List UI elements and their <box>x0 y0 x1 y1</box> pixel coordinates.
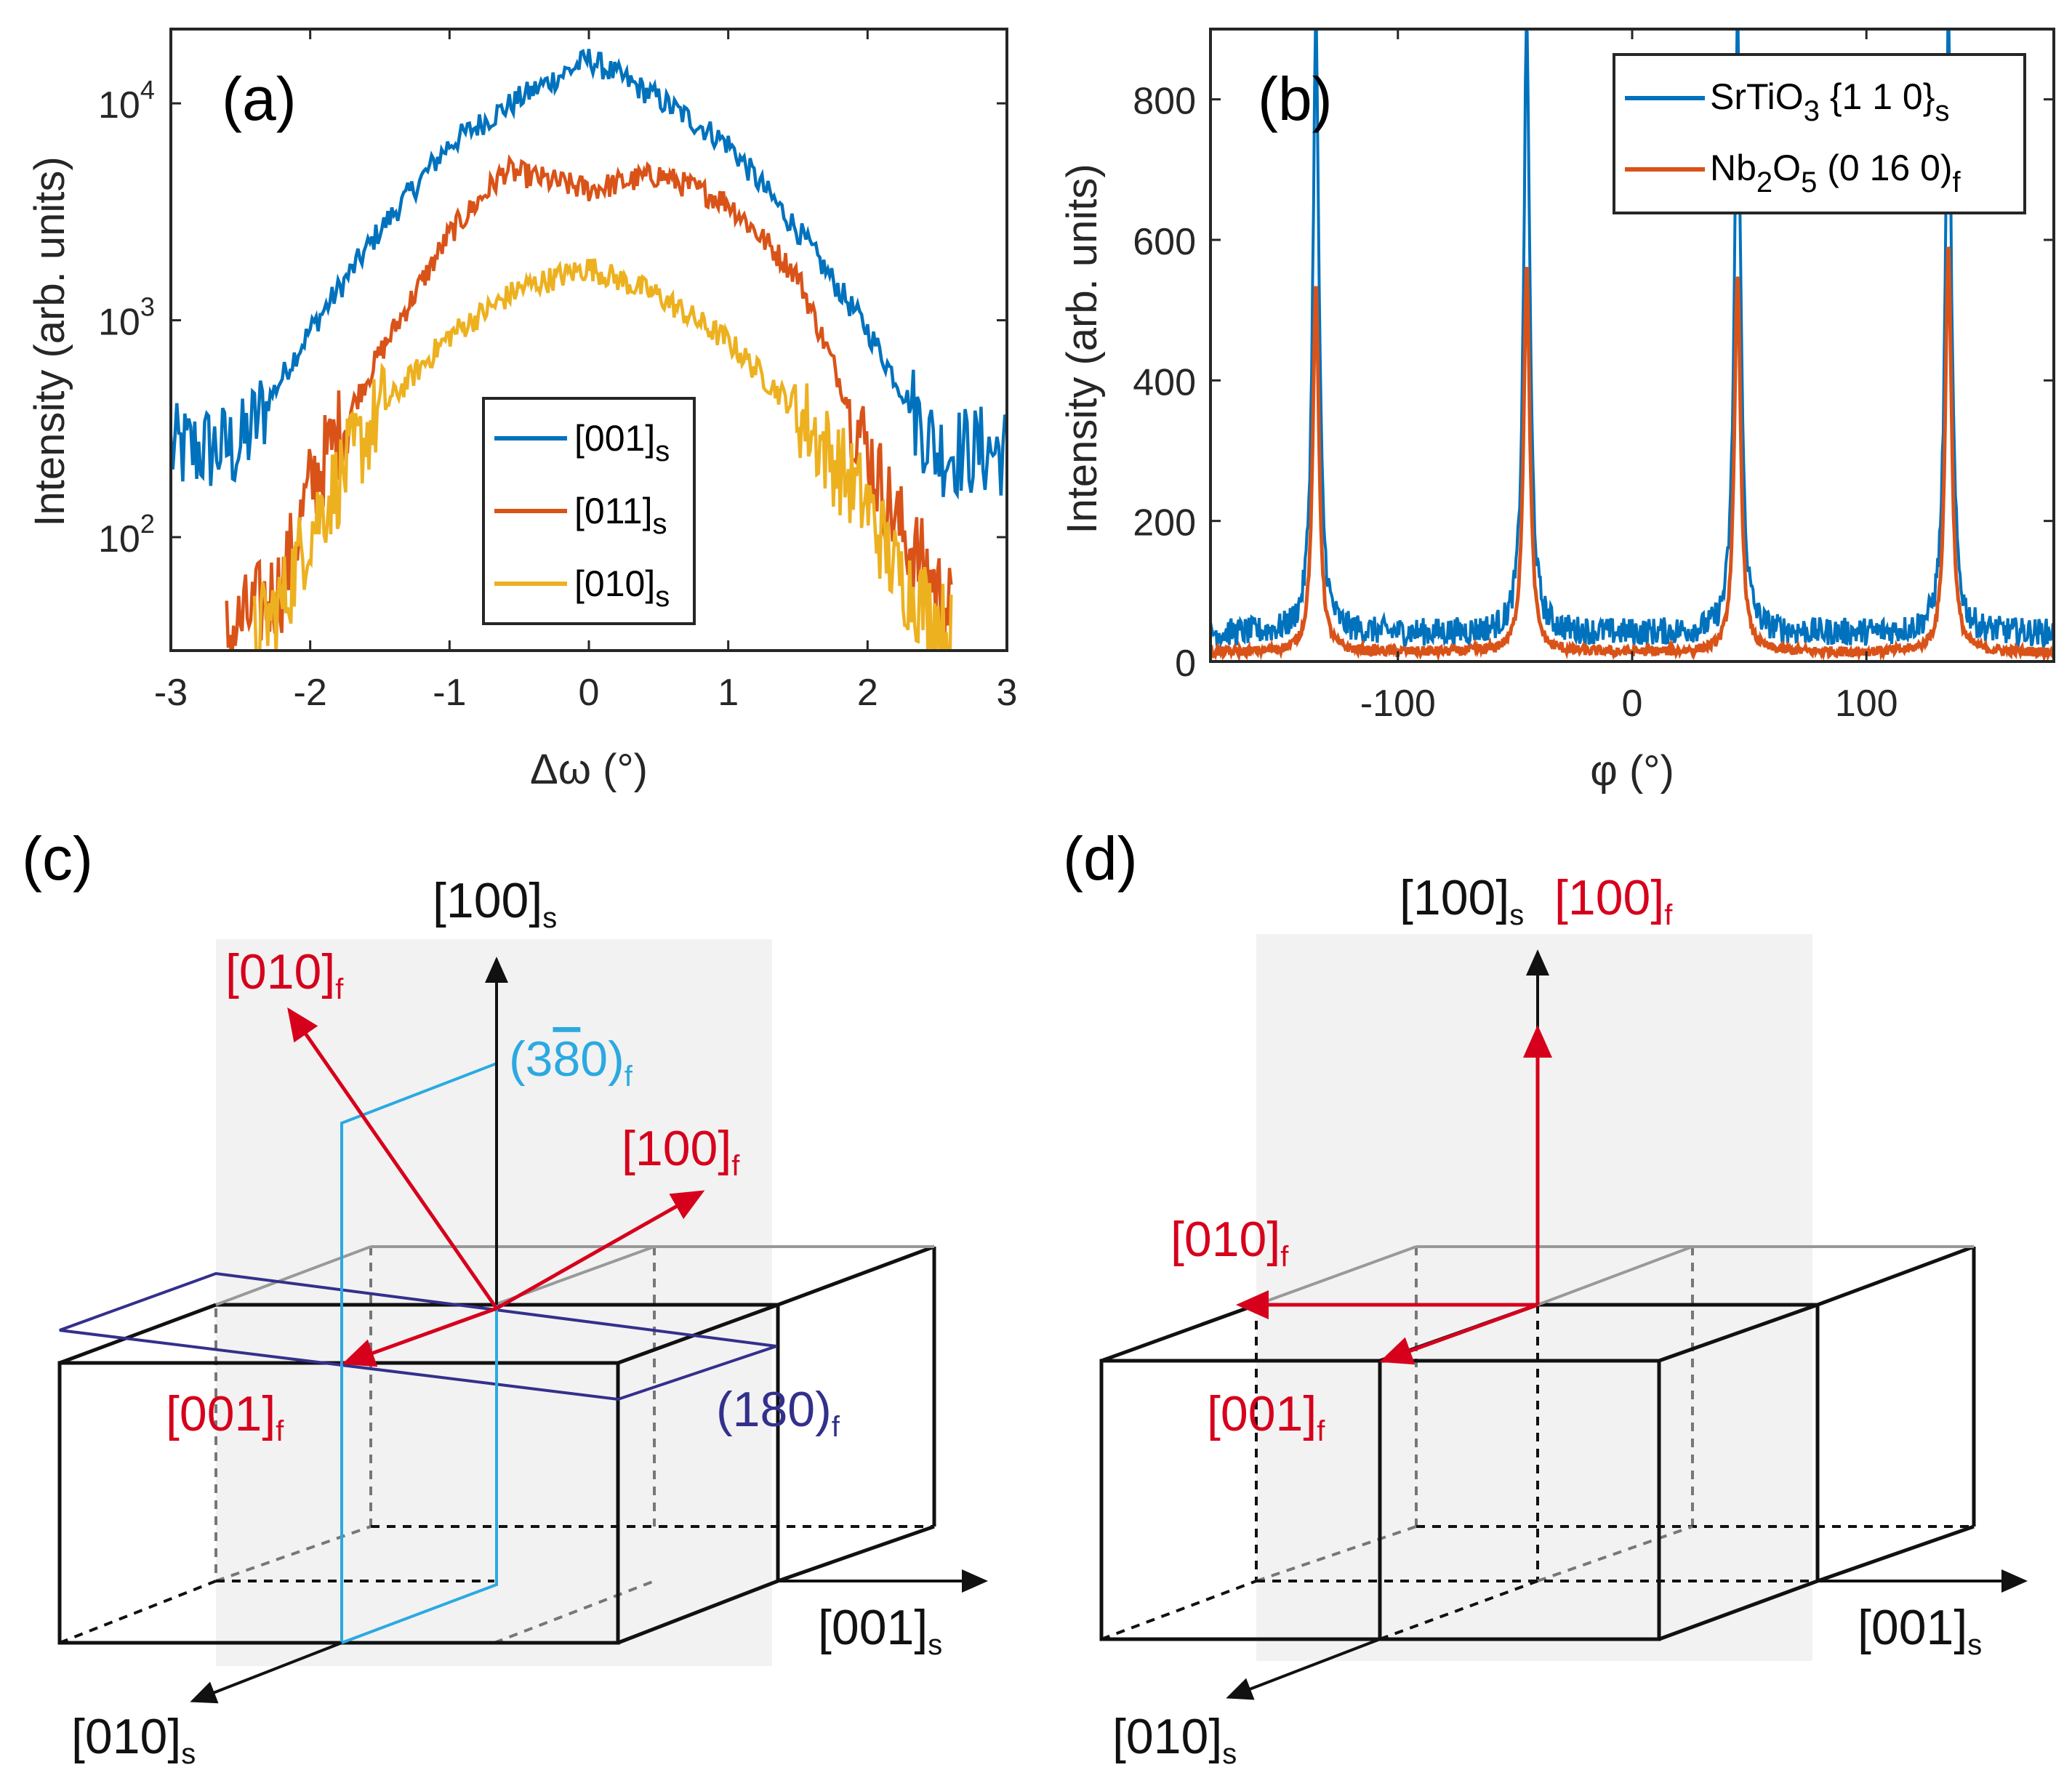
diagram-c-hidden-edges <box>59 1247 934 1644</box>
diagram-c-axis-010s <box>190 1641 342 1704</box>
x-tick-label: 2 <box>857 672 878 714</box>
legend-label-001s: [001]s <box>574 418 670 467</box>
panel-b-label: (b) <box>1258 65 1333 133</box>
x-tick-label: 0 <box>1622 683 1643 725</box>
x-tick-label: -1 <box>433 672 466 714</box>
diagram-c-label-380f: (380)f <box>509 1031 633 1093</box>
diagram-d: (d) <box>1063 824 2028 1770</box>
diagram-d-label-100s: [100]s <box>1400 870 1524 931</box>
diagram-d-label-010f: [010]f <box>1170 1212 1289 1273</box>
panel-b-x-ticks: -100 0 100 <box>1360 29 1898 725</box>
legend-label-010s: [010]s <box>574 563 670 613</box>
diagram-d-label-001s: [001]s <box>1858 1600 1982 1661</box>
diagram-d-label-100f: [100]f <box>1554 870 1673 931</box>
panel-a-label: (a) <box>222 65 297 133</box>
x-tick-label: -2 <box>294 672 327 714</box>
diagram-c-label-001s: [001]s <box>818 1600 942 1661</box>
diagram-d-back-edges <box>1256 1245 1974 1306</box>
legend-label-srtio3: SrTiO3 {1 1 0}s <box>1710 76 1949 127</box>
panel-a-y-ticks: 102 103 104 <box>98 75 1007 560</box>
diagram-c-label-010f: [010]f <box>225 944 344 1005</box>
y-tick-label: 0 <box>1175 643 1196 685</box>
diagram-c-label-100f: [100]f <box>622 1121 740 1182</box>
diagram-c-vector-001f <box>342 1306 497 1367</box>
diagram-d-label-001f: [001]f <box>1207 1386 1325 1447</box>
legend-label-nb2o5: Nb2O5 (0 16 0)f <box>1710 148 1961 198</box>
y-tick-label: 600 <box>1133 221 1196 263</box>
x-tick-label: -3 <box>154 672 188 714</box>
panel-a-x-ticks: -3 -2 -1 0 1 2 3 <box>154 29 1018 714</box>
panel-a-plot-area <box>171 49 1007 651</box>
y-tick-label: 400 <box>1133 361 1196 403</box>
y-tick-label: 800 <box>1133 81 1196 123</box>
series-line-001s <box>171 49 1007 500</box>
panel-a-xlabel: Δω (°) <box>530 746 648 793</box>
x-tick-label: 100 <box>1835 683 1898 725</box>
diagram-d-label: (d) <box>1063 824 1138 893</box>
panel-a: -3 -2 -1 0 1 2 3 102 103 104 (a) Intensity (arb.… <box>26 28 1018 793</box>
x-tick-label: 0 <box>579 672 600 714</box>
diagram-c-label-100s: [100]s <box>433 873 557 934</box>
y-tick-label: 200 <box>1133 502 1196 544</box>
series-line-srtio3 <box>1210 29 2054 651</box>
diagram-c: (c) <box>22 824 988 1770</box>
legend-label-011s: [011]s <box>574 491 667 540</box>
diagram-d-vector-001f <box>1379 1303 1538 1365</box>
panel-b-legend-box <box>1613 53 2026 214</box>
diagram-c-label-001f: [001]f <box>166 1386 284 1447</box>
diagram-d-axis-010s <box>1226 1638 1381 1700</box>
diagram-c-label-180f: (180)f <box>716 1382 840 1443</box>
diagram-c-plane-180 <box>59 1271 777 1401</box>
y-tick-label: 103 <box>98 292 155 344</box>
panel-b-ylabel: Intensity (arb. units) <box>1059 164 1106 534</box>
panel-b-legend: SrTiO3 {1 1 0}s Nb2O5 (0 16 0)f <box>1613 53 2026 214</box>
diagram-c-vector-010f <box>287 1007 499 1310</box>
diagram-c-label: (c) <box>22 824 93 893</box>
panel-a-legend: [001]s [011]s [010]s <box>482 397 696 625</box>
panel-b: -100 0 100 0 200 400 600 800 (b) Intensity (ar… <box>1059 28 2055 795</box>
x-tick-label: 3 <box>997 672 1018 714</box>
diagram-d-hidden-edges <box>1101 1247 1974 1641</box>
diagram-d-label-010s: [010]s <box>1112 1709 1237 1770</box>
x-tick-label: 1 <box>718 672 739 714</box>
x-tick-label: -100 <box>1360 683 1436 725</box>
diagram-c-label-010s: [010]s <box>71 1709 196 1770</box>
diagram-c-plane-380 <box>340 1061 498 1645</box>
y-tick-label: 102 <box>98 509 155 560</box>
y-tick-label: 104 <box>98 75 155 126</box>
series-line-nb2o5 <box>1210 246 2054 661</box>
panel-b-plot-area <box>1210 29 2054 661</box>
panel-b-y-ticks: 0 200 400 600 800 <box>1133 81 2054 685</box>
panel-a-ylabel: Intensity (arb. units) <box>26 156 73 526</box>
series-line-010s <box>252 258 953 651</box>
panel-b-xlabel: φ (°) <box>1590 747 1674 795</box>
diagram-c-vector-100f <box>495 1190 705 1311</box>
